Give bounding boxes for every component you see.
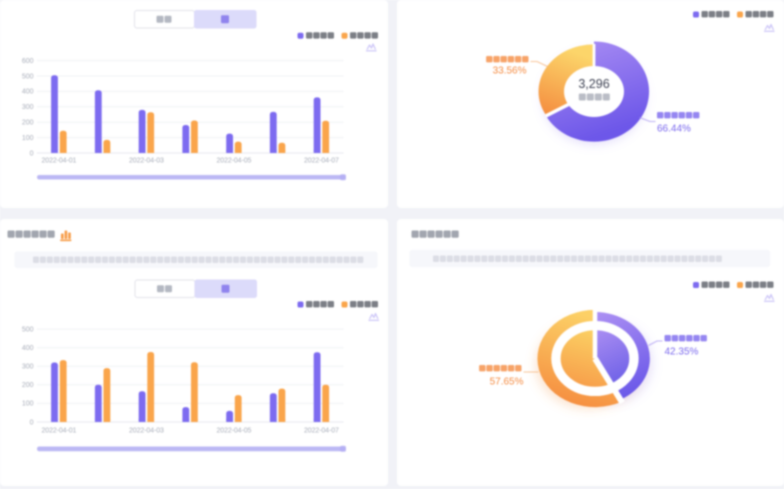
svg-text:2022-04-01: 2022-04-01 xyxy=(41,158,76,165)
svg-text:400: 400 xyxy=(22,89,34,96)
svg-text:2022-04-05: 2022-04-05 xyxy=(216,428,251,435)
svg-text:66.44%: 66.44% xyxy=(657,124,691,135)
svg-text:0: 0 xyxy=(30,419,34,426)
svg-text:2022-04-07: 2022-04-07 xyxy=(304,428,339,435)
svg-text:600: 600 xyxy=(22,58,34,65)
svg-text:200: 200 xyxy=(22,382,34,389)
svg-text:2022-04-05: 2022-04-05 xyxy=(216,158,251,165)
svg-text:2022-04-03: 2022-04-03 xyxy=(129,158,164,165)
svg-text:3,296: 3,296 xyxy=(578,77,609,91)
svg-text:2022-04-03: 2022-04-03 xyxy=(129,428,164,435)
svg-text:2022-04-01: 2022-04-01 xyxy=(41,428,76,435)
svg-text:300: 300 xyxy=(22,364,34,371)
svg-text:33.56%: 33.56% xyxy=(492,66,526,77)
svg-text:500: 500 xyxy=(22,73,34,80)
svg-text:200: 200 xyxy=(22,120,34,127)
svg-text:42.35%: 42.35% xyxy=(664,347,698,358)
svg-text:100: 100 xyxy=(22,401,34,408)
svg-text:300: 300 xyxy=(22,104,34,111)
svg-text:400: 400 xyxy=(22,345,34,352)
svg-text:500: 500 xyxy=(22,326,34,333)
svg-text:0: 0 xyxy=(30,150,34,157)
svg-text:100: 100 xyxy=(22,135,34,142)
svg-text:2022-04-07: 2022-04-07 xyxy=(304,158,339,165)
svg-text:57.65%: 57.65% xyxy=(489,377,523,388)
